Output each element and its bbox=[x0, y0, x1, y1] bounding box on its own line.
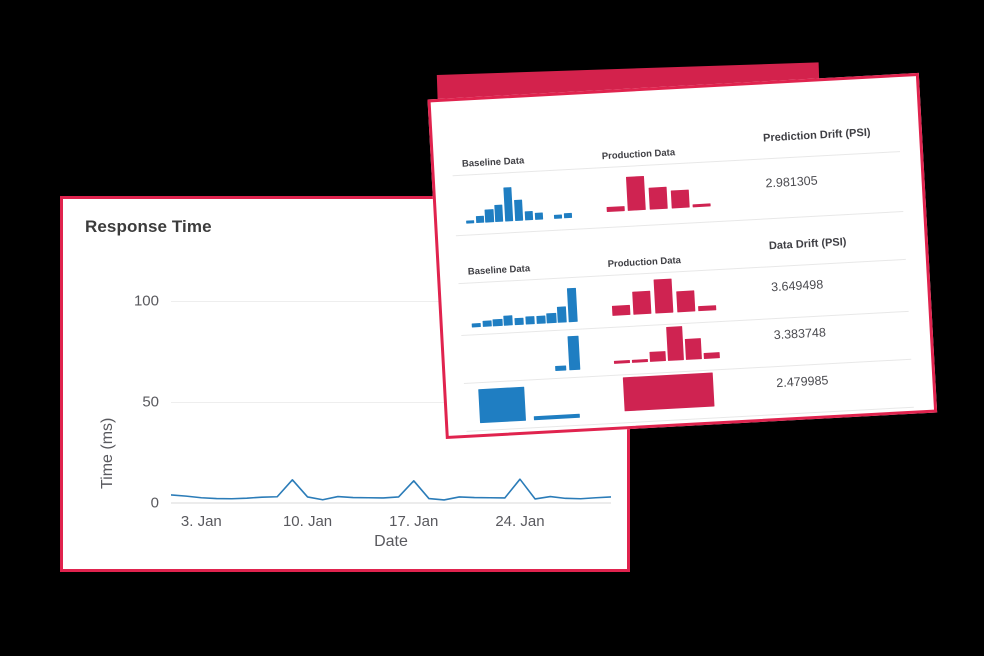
histogram-bar bbox=[685, 337, 702, 360]
baseline-histogram bbox=[472, 335, 582, 376]
histogram-bar bbox=[474, 374, 486, 376]
histogram-bar bbox=[492, 318, 503, 327]
histogram-bar bbox=[503, 315, 514, 326]
psi-value: 2.479985 bbox=[775, 373, 829, 391]
histogram-bar bbox=[514, 372, 527, 374]
column-header: Production Data bbox=[607, 255, 682, 271]
histogram-bar bbox=[478, 386, 526, 424]
histogram-bar bbox=[554, 214, 563, 219]
histogram-bar bbox=[484, 208, 494, 223]
histogram-bar bbox=[614, 360, 630, 364]
histogram-bar bbox=[555, 365, 567, 372]
histogram-bar bbox=[465, 220, 475, 224]
histogram-bar bbox=[648, 187, 668, 210]
page-title: Response Time bbox=[85, 217, 212, 236]
histogram-bar bbox=[528, 371, 540, 373]
histogram-bar bbox=[475, 215, 485, 224]
histogram-bar bbox=[546, 313, 557, 324]
histogram-bar bbox=[494, 204, 504, 223]
histogram-bar bbox=[698, 305, 717, 312]
histogram-bar bbox=[534, 212, 543, 220]
gridline bbox=[171, 301, 611, 303]
histogram-bar bbox=[503, 187, 514, 222]
psi-value: 3.649498 bbox=[770, 277, 824, 295]
gridline bbox=[171, 402, 611, 404]
histogram-bar bbox=[632, 359, 648, 363]
histogram-bar bbox=[622, 372, 715, 412]
column-header: Production Data bbox=[601, 147, 676, 163]
y-axis-tick-label: 50 bbox=[142, 393, 159, 411]
histogram-bar bbox=[653, 278, 674, 314]
line-series bbox=[171, 478, 611, 501]
x-axis-tick-label: 10. Jan bbox=[282, 513, 333, 530]
histogram-bar bbox=[566, 287, 578, 323]
x-axis-tick-label: 24. Jan bbox=[495, 513, 545, 530]
production-histogram bbox=[609, 276, 719, 316]
production-histogram bbox=[603, 172, 713, 213]
histogram-bar bbox=[541, 371, 554, 372]
histogram-bar bbox=[666, 326, 684, 361]
histogram-bar bbox=[670, 189, 690, 209]
psi-value: 2.981305 bbox=[765, 173, 818, 191]
histogram-bar bbox=[563, 212, 573, 219]
histogram-bar bbox=[649, 351, 666, 362]
histogram-bar bbox=[525, 315, 535, 325]
y-axis-tick-label: 100 bbox=[133, 292, 159, 310]
histogram-bar bbox=[535, 315, 546, 324]
histogram-bar bbox=[632, 291, 652, 315]
baseline-histogram bbox=[463, 184, 573, 224]
x-axis-label: Date bbox=[374, 533, 408, 550]
histogram-bar bbox=[606, 206, 625, 213]
response-time-plot: 0 50 100 3. Jan 10. Jan 17. Jan 24. Jan bbox=[134, 281, 611, 530]
histogram-bar bbox=[513, 199, 524, 221]
y-axis-tick-label: 0 bbox=[150, 494, 159, 512]
column-header: Baseline Data bbox=[461, 155, 525, 170]
x-axis-tick-label: 3. Jan bbox=[180, 513, 222, 530]
gridline bbox=[171, 502, 611, 504]
drift-table-card: Baseline Data Production Data Prediction D… bbox=[427, 72, 938, 440]
histogram-bar bbox=[501, 373, 513, 374]
x-axis-tick-label: 17. Jan bbox=[389, 513, 439, 530]
histogram-bar bbox=[675, 290, 695, 313]
column-header: Baseline Data bbox=[467, 263, 531, 278]
column-header: Data Drift (PSI) bbox=[768, 236, 847, 253]
histogram-bar bbox=[514, 317, 524, 326]
histogram-bar bbox=[534, 413, 580, 421]
histogram-bar bbox=[626, 175, 647, 211]
histogram-bar bbox=[471, 323, 481, 328]
histogram-bar bbox=[567, 335, 581, 371]
histogram-bar bbox=[524, 210, 534, 221]
y-axis-label: Time (ms) bbox=[99, 417, 116, 489]
line-path bbox=[171, 478, 611, 501]
baseline-histogram bbox=[469, 287, 579, 328]
baseline-histogram bbox=[474, 384, 584, 424]
histogram-bar bbox=[482, 320, 492, 327]
psi-value: 3.383748 bbox=[773, 325, 827, 343]
histogram-bar bbox=[488, 374, 500, 375]
production-histogram bbox=[611, 324, 721, 364]
column-header: Prediction Drift (PSI) bbox=[762, 126, 871, 145]
histogram-bar bbox=[704, 352, 720, 359]
histogram-bar bbox=[557, 306, 568, 323]
production-histogram bbox=[614, 372, 724, 412]
histogram-bar bbox=[611, 304, 631, 316]
histogram-bar bbox=[692, 202, 711, 208]
drift-card-wrapper: Baseline Data Production Data Prediction D… bbox=[427, 61, 938, 440]
